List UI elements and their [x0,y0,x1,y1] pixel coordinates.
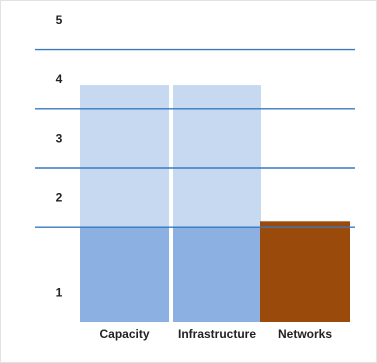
y-tick-label-1: 1 [56,285,63,299]
bar-infrastructure-segment-1 [173,227,261,322]
bar-infrastructure-segment-2 [173,85,261,228]
x-category-label-infrastructure: Infrastructure [178,327,256,341]
bar-networks [260,221,350,322]
bar-capacity-segment-2 [80,85,169,228]
x-category-label-capacity: Capacity [99,327,149,341]
y-tick-label-5: 5 [56,13,63,27]
y-tick-label-3: 3 [56,131,63,145]
x-category-label-networks: Networks [278,327,332,341]
y-tick-label-4: 4 [56,72,63,86]
bar-capacity-segment-1 [80,227,169,322]
y-tick-label-2: 2 [56,191,63,205]
